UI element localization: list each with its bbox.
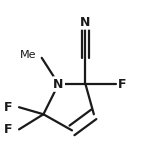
Text: N: N xyxy=(53,78,64,91)
Text: F: F xyxy=(118,78,127,91)
Text: Me: Me xyxy=(20,50,37,60)
Text: F: F xyxy=(4,123,12,136)
Text: N: N xyxy=(53,78,64,91)
Text: N: N xyxy=(80,16,91,29)
Text: F: F xyxy=(4,101,12,114)
